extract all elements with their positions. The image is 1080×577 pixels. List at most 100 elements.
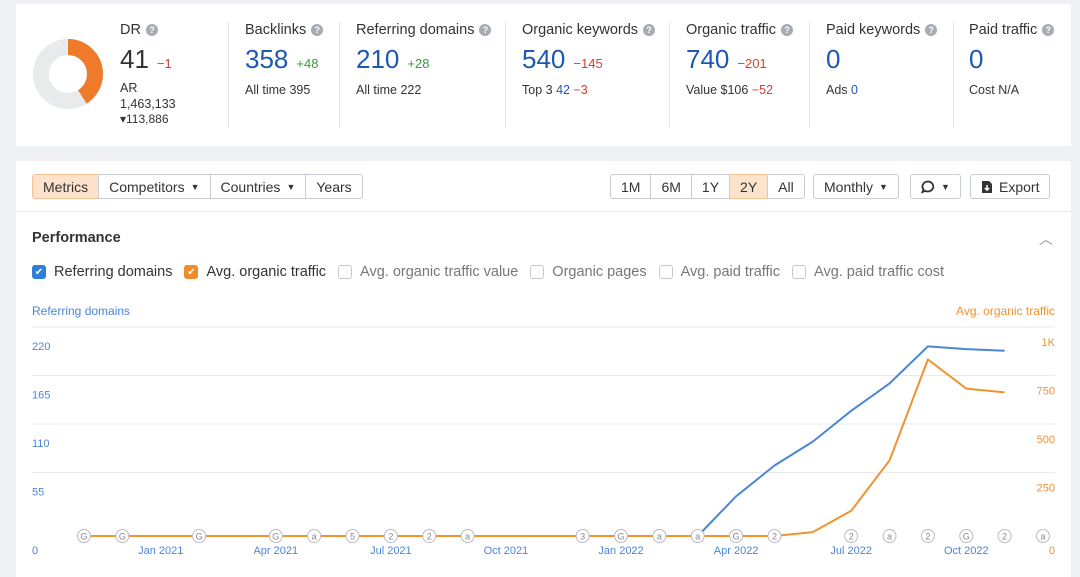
dr-stat: DR? 41 −1 AR 1,463,133 ▾113,886 — [120, 22, 176, 126]
interval-dropdown[interactable]: Monthly ▼ — [813, 174, 899, 199]
range-6m-button[interactable]: 6M — [650, 174, 692, 199]
x-tick-label: Jan 2022 — [598, 545, 643, 557]
stat-divider — [953, 22, 954, 128]
top3-value[interactable]: 42 — [556, 83, 570, 97]
traffic-value-delta: −52 — [751, 83, 774, 97]
range-all-button[interactable]: All — [767, 174, 805, 199]
paid-keywords-value[interactable]: 0 — [826, 44, 841, 74]
checkbox-label: Avg. paid traffic cost — [814, 264, 945, 280]
annotation-marker — [690, 529, 705, 543]
checkbox-referring-domains[interactable]: ✔ Referring domains — [32, 264, 172, 280]
backlinks-value[interactable]: 358 — [245, 44, 289, 74]
x-tick-label: Jul 2021 — [370, 545, 412, 557]
paid-keywords-stat: Paid keywords? 0 Ads 0 — [826, 22, 938, 97]
checkbox-label: Referring domains — [54, 264, 173, 280]
referring-domains-sub-label: All time — [356, 83, 397, 97]
annotation-marker — [115, 529, 130, 543]
annotation-marker-label: 2 — [925, 532, 930, 542]
annotations-dropdown-group: ▼ — [910, 174, 961, 199]
range-label: 6M — [661, 178, 681, 195]
help-icon[interactable]: ? — [781, 24, 793, 36]
backlinks-delta: +48 — [296, 56, 319, 71]
ar-delta: ▾113,886 — [120, 112, 169, 126]
referring-domains-delta: +28 — [407, 56, 430, 71]
range-1y-button[interactable]: 1Y — [690, 174, 731, 199]
checkbox-checked-icon: ✔ — [32, 265, 46, 279]
left-tick-label: 0 — [32, 545, 38, 557]
organic-keywords-value[interactable]: 540 — [522, 44, 566, 74]
annotation-marker-label: a — [1040, 532, 1045, 542]
backlinks-stat: Backlinks? 358 +48 All time 395 — [245, 22, 324, 97]
caret-down-icon: ▼ — [286, 181, 296, 192]
paid-traffic-value[interactable]: 0 — [969, 44, 984, 74]
caret-down-icon: ▼ — [941, 181, 950, 192]
stat-divider — [228, 22, 229, 128]
tab-countries-label: Countries — [220, 178, 281, 195]
ar-value[interactable]: 1,463,133 — [120, 97, 176, 111]
export-label: Export — [999, 178, 1040, 195]
performance-panel: Metrics Competitors ▼ Countries ▼ Years 1M… — [16, 161, 1071, 577]
annotation-marker — [192, 529, 207, 543]
checkbox-avg-paid-traffic-cost[interactable]: Avg. paid traffic cost — [792, 264, 944, 280]
annotation-marker-label: 2 — [427, 532, 432, 542]
view-tabs: Metrics Competitors ▼ Countries ▼ Years — [32, 174, 363, 199]
organic-keywords-label: Organic keywords — [522, 22, 639, 38]
range-2y-button[interactable]: 2Y — [729, 174, 769, 199]
organic-traffic-value[interactable]: 740 — [686, 44, 730, 74]
chevron-up-icon[interactable]: ︿ — [1039, 231, 1053, 247]
annotation-marker-label: G — [618, 532, 625, 542]
annotation-marker-label: a — [695, 532, 700, 542]
help-icon[interactable]: ? — [1042, 24, 1055, 36]
tab-metrics-label: Metrics — [43, 178, 89, 195]
annotation-marker — [920, 529, 935, 543]
annotation-marker-label: 3 — [580, 532, 585, 542]
organic-traffic-stat: Organic traffic? 740 −201 Value $106 −52 — [686, 22, 793, 97]
download-icon — [982, 180, 992, 193]
tab-years[interactable]: Years — [305, 174, 363, 199]
checkbox-organic-pages[interactable]: Organic pages — [530, 264, 647, 280]
help-icon[interactable]: ? — [311, 24, 324, 36]
annotations-dropdown[interactable]: ▼ — [910, 174, 961, 199]
help-icon[interactable]: ? — [643, 24, 656, 36]
help-icon[interactable]: ? — [145, 24, 158, 36]
checkbox-avg-organic-traffic-value[interactable]: Avg. organic traffic value — [338, 264, 518, 280]
top3-label: Top 3 — [522, 83, 553, 97]
checkbox-avg-organic-traffic[interactable]: ✔ Avg. organic traffic — [184, 264, 326, 280]
paid-traffic-stat: Paid traffic? 0 Cost N/A — [969, 22, 1055, 97]
annotation-marker-label: G — [196, 532, 203, 542]
annotation-marker — [1036, 529, 1050, 543]
cost-value: N/A — [998, 83, 1020, 97]
right-tick-label: 750 — [1037, 386, 1055, 398]
annotation-marker — [652, 529, 667, 543]
referring-domains-value[interactable]: 210 — [356, 44, 400, 74]
x-tick-label: Apr 2021 — [253, 545, 298, 557]
toolbar-divider — [16, 211, 1071, 212]
stat-divider — [505, 22, 506, 128]
dr-label: DR — [120, 22, 141, 38]
checkbox-label: Organic pages — [552, 264, 647, 280]
dr-delta: −1 — [156, 56, 172, 71]
annotation-marker-label: G — [80, 532, 87, 542]
traffic-value-amount: $106 — [720, 83, 749, 97]
help-icon[interactable]: ? — [479, 24, 492, 36]
annotation-marker-label: 2 — [849, 532, 854, 542]
export-button[interactable]: Export — [970, 174, 1051, 199]
annotation-marker — [460, 529, 475, 543]
tab-competitors[interactable]: Competitors ▼ — [98, 174, 211, 199]
x-tick-label: Apr 2022 — [714, 545, 759, 557]
backlinks-label: Backlinks — [245, 22, 307, 38]
annotation-marker-label: 5 — [350, 532, 355, 542]
tab-countries[interactable]: Countries ▼ — [209, 174, 307, 199]
checkbox-avg-paid-traffic[interactable]: Avg. paid traffic — [658, 264, 780, 280]
right-tick-label: 0 — [1049, 545, 1055, 557]
stat-divider — [669, 22, 670, 128]
annotation-marker-label: G — [733, 532, 740, 542]
dr-donut-chart — [33, 39, 103, 109]
left-tick-label: 110 — [32, 438, 50, 450]
annotation-marker — [422, 529, 437, 543]
ads-value[interactable]: 0 — [851, 83, 858, 97]
export-group: Export — [970, 174, 1051, 199]
help-icon[interactable]: ? — [925, 24, 938, 36]
annotation-marker-label: a — [887, 532, 892, 542]
range-label: 1Y — [701, 178, 720, 195]
